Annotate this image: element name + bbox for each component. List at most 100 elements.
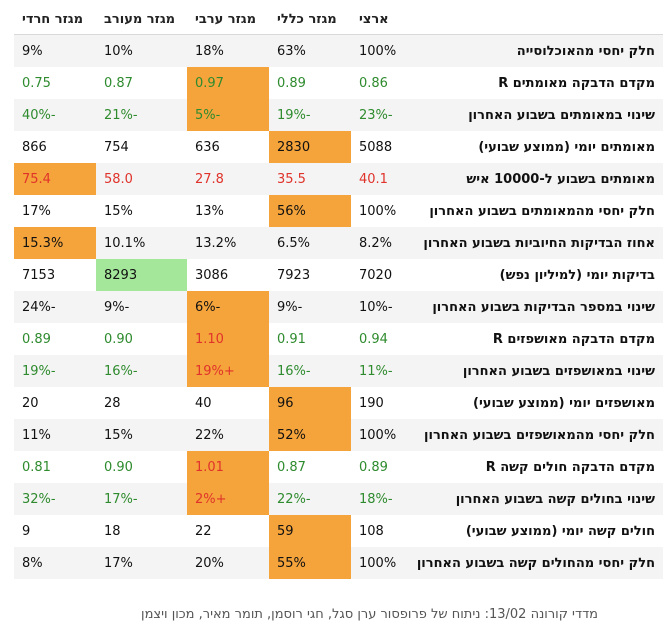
value-cell: 75.4 xyxy=(14,163,96,195)
value-cell: -16% xyxy=(269,355,351,387)
row-label: מאומתים יומי (ממוצע שבועי) xyxy=(405,131,663,163)
value-cell: 56% xyxy=(269,195,351,227)
value-cell: -21% xyxy=(96,99,187,131)
value-cell: -6% xyxy=(187,291,269,323)
value-cell: 0.87 xyxy=(96,67,187,99)
table-row: מאומתים בשבוע ל-10000 איש 40.1 35.5 27.8 58.… xyxy=(14,163,663,195)
column-header-arab: מגזר ערבי xyxy=(187,4,269,35)
value-cell: 40 xyxy=(187,387,269,419)
value-cell: 35.5 xyxy=(269,163,351,195)
value-cell: 40.1 xyxy=(351,163,405,195)
value-cell: 55% xyxy=(269,547,351,579)
value-cell: 20% xyxy=(187,547,269,579)
value-cell: 108 xyxy=(351,515,405,547)
value-cell: -32% xyxy=(14,483,96,515)
value-cell: -5% xyxy=(187,99,269,131)
table-row: מקדם הדבקה מאושפזים R 0.94 0.91 1.10 0.90 0.8… xyxy=(14,323,663,355)
value-cell: 13% xyxy=(187,195,269,227)
value-cell: 190 xyxy=(351,387,405,419)
value-cell: -40% xyxy=(14,99,96,131)
value-cell: 0.89 xyxy=(351,451,405,483)
value-cell: 58.0 xyxy=(96,163,187,195)
value-cell: 2830 xyxy=(269,131,351,163)
corona-metrics-table: ארצי מגזר כללי מגזר ערבי מגזר מעורב מגזר… xyxy=(14,4,663,579)
value-cell: +19% xyxy=(187,355,269,387)
value-cell: 59 xyxy=(269,515,351,547)
value-cell: 52% xyxy=(269,419,351,451)
value-cell: -9% xyxy=(269,291,351,323)
value-cell: 0.87 xyxy=(269,451,351,483)
value-cell: 1.10 xyxy=(187,323,269,355)
table-body: חלק יחסי מהאוכלוסייה 100% 63% 18% 10% 9% מקדם … xyxy=(14,34,663,579)
value-cell: -24% xyxy=(14,291,96,323)
value-cell: 15% xyxy=(96,195,187,227)
table-row: חלק יחסי מהמאושפזים בשבוע האחרון 100% 52% 2… xyxy=(14,419,663,451)
value-cell: -19% xyxy=(14,355,96,387)
table-row: שינוי בחולים קשה בשבוע האחרון -18% -22% +2%… xyxy=(14,483,663,515)
value-cell: 5088 xyxy=(351,131,405,163)
value-cell: -19% xyxy=(269,99,351,131)
table-row: חלק יחסי מהחולים קשה בשבוע האחרון 100% 55%… xyxy=(14,547,663,579)
value-cell: -22% xyxy=(269,483,351,515)
value-cell: 13.2% xyxy=(187,227,269,259)
value-cell: 0.90 xyxy=(96,323,187,355)
value-cell: 7153 xyxy=(14,259,96,291)
value-cell: 100% xyxy=(351,34,405,67)
value-cell: 6.5% xyxy=(269,227,351,259)
value-cell: -23% xyxy=(351,99,405,131)
value-cell: 9% xyxy=(14,34,96,67)
row-label: חלק יחסי מהאוכלוסייה xyxy=(405,34,663,67)
row-label: שינוי במאושפזים בשבוע האחרון xyxy=(405,355,663,387)
source-caption: מדדי קורונה 13/02: ניתוח של פרופסור ערן … xyxy=(141,607,598,622)
table-row: שינוי במאושפזים בשבוע האחרון -11% -16% +19%… xyxy=(14,355,663,387)
value-cell: 17% xyxy=(96,547,187,579)
row-label: מקדם הדבקה מאושפזים R xyxy=(405,323,663,355)
value-cell: 22 xyxy=(187,515,269,547)
value-cell: 8.2% xyxy=(351,227,405,259)
value-cell: +2% xyxy=(187,483,269,515)
value-cell: 1.01 xyxy=(187,451,269,483)
value-cell: 9 xyxy=(14,515,96,547)
row-label: חולים קשה יומי (ממוצע שבועי) xyxy=(405,515,663,547)
value-cell: 15.3% xyxy=(14,227,96,259)
value-cell: 0.81 xyxy=(14,451,96,483)
row-label: מאומתים בשבוע ל-10000 איש xyxy=(405,163,663,195)
value-cell: 11% xyxy=(14,419,96,451)
value-cell: 27.8 xyxy=(187,163,269,195)
value-cell: 18% xyxy=(187,34,269,67)
column-header-general: מגזר כללי xyxy=(269,4,351,35)
value-cell: 0.75 xyxy=(14,67,96,99)
value-cell: 0.97 xyxy=(187,67,269,99)
value-cell: 0.89 xyxy=(269,67,351,99)
value-cell: 15% xyxy=(96,419,187,451)
value-cell: 0.86 xyxy=(351,67,405,99)
value-cell: 754 xyxy=(96,131,187,163)
value-cell: 8% xyxy=(14,547,96,579)
value-cell: 866 xyxy=(14,131,96,163)
value-cell: 0.94 xyxy=(351,323,405,355)
value-cell: -16% xyxy=(96,355,187,387)
value-cell: 18 xyxy=(96,515,187,547)
value-cell: 10.1% xyxy=(96,227,187,259)
row-label: חלק יחסי מהמאושפזים בשבוע האחרון xyxy=(405,419,663,451)
row-label: חלק יחסי מהחולים קשה בשבוע האחרון xyxy=(405,547,663,579)
value-cell: 0.91 xyxy=(269,323,351,355)
column-header-national: ארצי xyxy=(351,4,405,35)
header-row: ארצי מגזר כללי מגזר ערבי מגזר מעורב מגזר… xyxy=(14,4,663,35)
value-cell: 96 xyxy=(269,387,351,419)
value-cell: 100% xyxy=(351,419,405,451)
table-row: מאושפזים יומי (ממוצע שבועי) 190 96 40 28 20 xyxy=(14,387,663,419)
table-row: מקדם הדבקה חולים קשה R 0.89 0.87 1.01 0.90 0.… xyxy=(14,451,663,483)
row-label: מקדם הדבקה מאומתים R xyxy=(405,67,663,99)
value-cell: 7923 xyxy=(269,259,351,291)
value-cell: -18% xyxy=(351,483,405,515)
table-row: חולים קשה יומי (ממוצע שבועי) 108 59 22 18 9 xyxy=(14,515,663,547)
value-cell: 636 xyxy=(187,131,269,163)
value-cell: 8293 xyxy=(96,259,187,291)
table-row: אחוז הבדיקות החיוביות בשבוע האחרון 8.2% 6.… xyxy=(14,227,663,259)
value-cell: 28 xyxy=(96,387,187,419)
value-cell: 10% xyxy=(96,34,187,67)
table-row: שינוי במאומתים בשבוע האחרון -23% -19% -5% -2… xyxy=(14,99,663,131)
value-cell: 3086 xyxy=(187,259,269,291)
